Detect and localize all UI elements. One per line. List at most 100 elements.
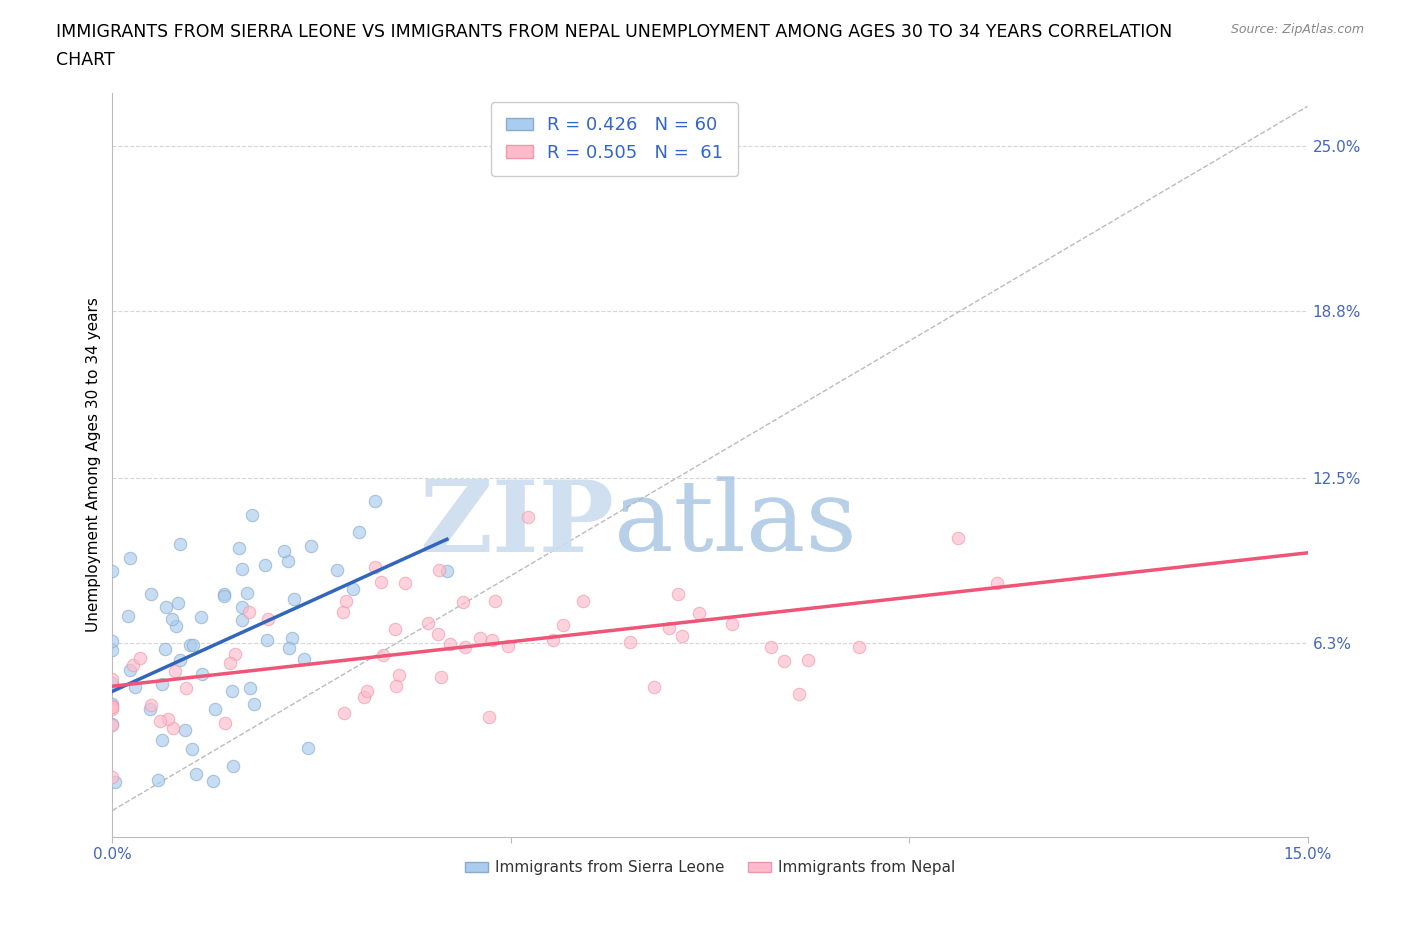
Point [101, 718, 124, 733]
Legend: Immigrants from Sierra Leone, Immigrants from Nepal: Immigrants from Sierra Leone, Immigrants… [458, 855, 962, 882]
Point [427, 563, 450, 578]
Point [231, 613, 253, 628]
Point [150, 676, 173, 691]
Point [184, 766, 207, 781]
Point [240, 508, 263, 523]
Point [278, 641, 301, 656]
Point [214, 716, 236, 731]
Point [101, 642, 124, 657]
Point [181, 638, 204, 653]
Point [273, 543, 295, 558]
Point [332, 604, 354, 619]
Point [668, 587, 690, 602]
Point [326, 563, 349, 578]
Point [160, 612, 183, 627]
Point [688, 605, 710, 620]
Point [394, 576, 416, 591]
Point [101, 857, 124, 871]
Point [373, 647, 395, 662]
Point [228, 540, 250, 555]
Point [787, 686, 810, 701]
Point [370, 575, 392, 590]
Point [257, 611, 280, 626]
Point [165, 618, 187, 633]
Point [155, 600, 177, 615]
Point [335, 593, 357, 608]
Point [101, 716, 124, 731]
Point [643, 679, 665, 694]
Point [120, 551, 142, 565]
Point [297, 740, 319, 755]
Text: Source: ZipAtlas.com: Source: ZipAtlas.com [1230, 23, 1364, 36]
Text: ZIP: ZIP [419, 476, 614, 573]
Point [101, 564, 124, 578]
Point [190, 667, 212, 682]
Point [236, 585, 259, 600]
Point [384, 622, 406, 637]
Point [149, 714, 172, 729]
Point [277, 553, 299, 568]
Point [484, 594, 506, 609]
Point [658, 620, 681, 635]
Point [174, 681, 197, 696]
Point [848, 640, 870, 655]
Point [101, 675, 124, 690]
Point [155, 642, 177, 657]
Point [986, 576, 1008, 591]
Point [180, 742, 202, 757]
Point [543, 632, 565, 647]
Point [773, 654, 796, 669]
Point [162, 721, 184, 736]
Point [342, 581, 364, 596]
Point [101, 702, 124, 717]
Point [238, 604, 260, 619]
Point [129, 651, 152, 666]
Point [353, 689, 375, 704]
Point [427, 627, 450, 642]
Point [122, 658, 145, 673]
Point [169, 537, 191, 551]
Text: atlas: atlas [614, 476, 858, 573]
Point [101, 697, 124, 711]
Point [256, 632, 278, 647]
Text: IMMIGRANTS FROM SIERRA LEONE VS IMMIGRANTS FROM NEPAL UNEMPLOYMENT AMONG AGES 30: IMMIGRANTS FROM SIERRA LEONE VS IMMIGRAN… [56, 23, 1173, 41]
Point [619, 634, 641, 649]
Point [496, 638, 519, 653]
Point [292, 652, 315, 667]
Point [436, 564, 458, 578]
Point [254, 558, 277, 573]
Point [101, 633, 124, 648]
Point [124, 680, 146, 695]
Text: CHART: CHART [56, 51, 115, 69]
Point [239, 681, 262, 696]
Point [212, 589, 235, 604]
Point [101, 698, 124, 713]
Point [946, 531, 969, 546]
Point [190, 609, 212, 624]
Point [759, 639, 782, 654]
Point [439, 637, 461, 652]
Point [356, 684, 378, 698]
Point [212, 587, 235, 602]
Point [481, 632, 503, 647]
Point [551, 618, 574, 632]
Point [243, 697, 266, 711]
Point [385, 678, 408, 693]
Point [146, 772, 169, 787]
Point [231, 562, 253, 577]
Point [299, 538, 322, 553]
Point [222, 759, 245, 774]
Point [201, 773, 224, 788]
Point [364, 493, 387, 508]
Point [169, 652, 191, 667]
Point [364, 560, 387, 575]
Point [167, 596, 190, 611]
Y-axis label: Unemployment Among Ages 30 to 34 years: Unemployment Among Ages 30 to 34 years [86, 298, 101, 632]
Point [118, 663, 141, 678]
Point [671, 629, 693, 644]
Point [101, 700, 124, 715]
Point [139, 586, 162, 601]
Point [720, 617, 742, 631]
Point [219, 656, 242, 671]
Point [150, 733, 173, 748]
